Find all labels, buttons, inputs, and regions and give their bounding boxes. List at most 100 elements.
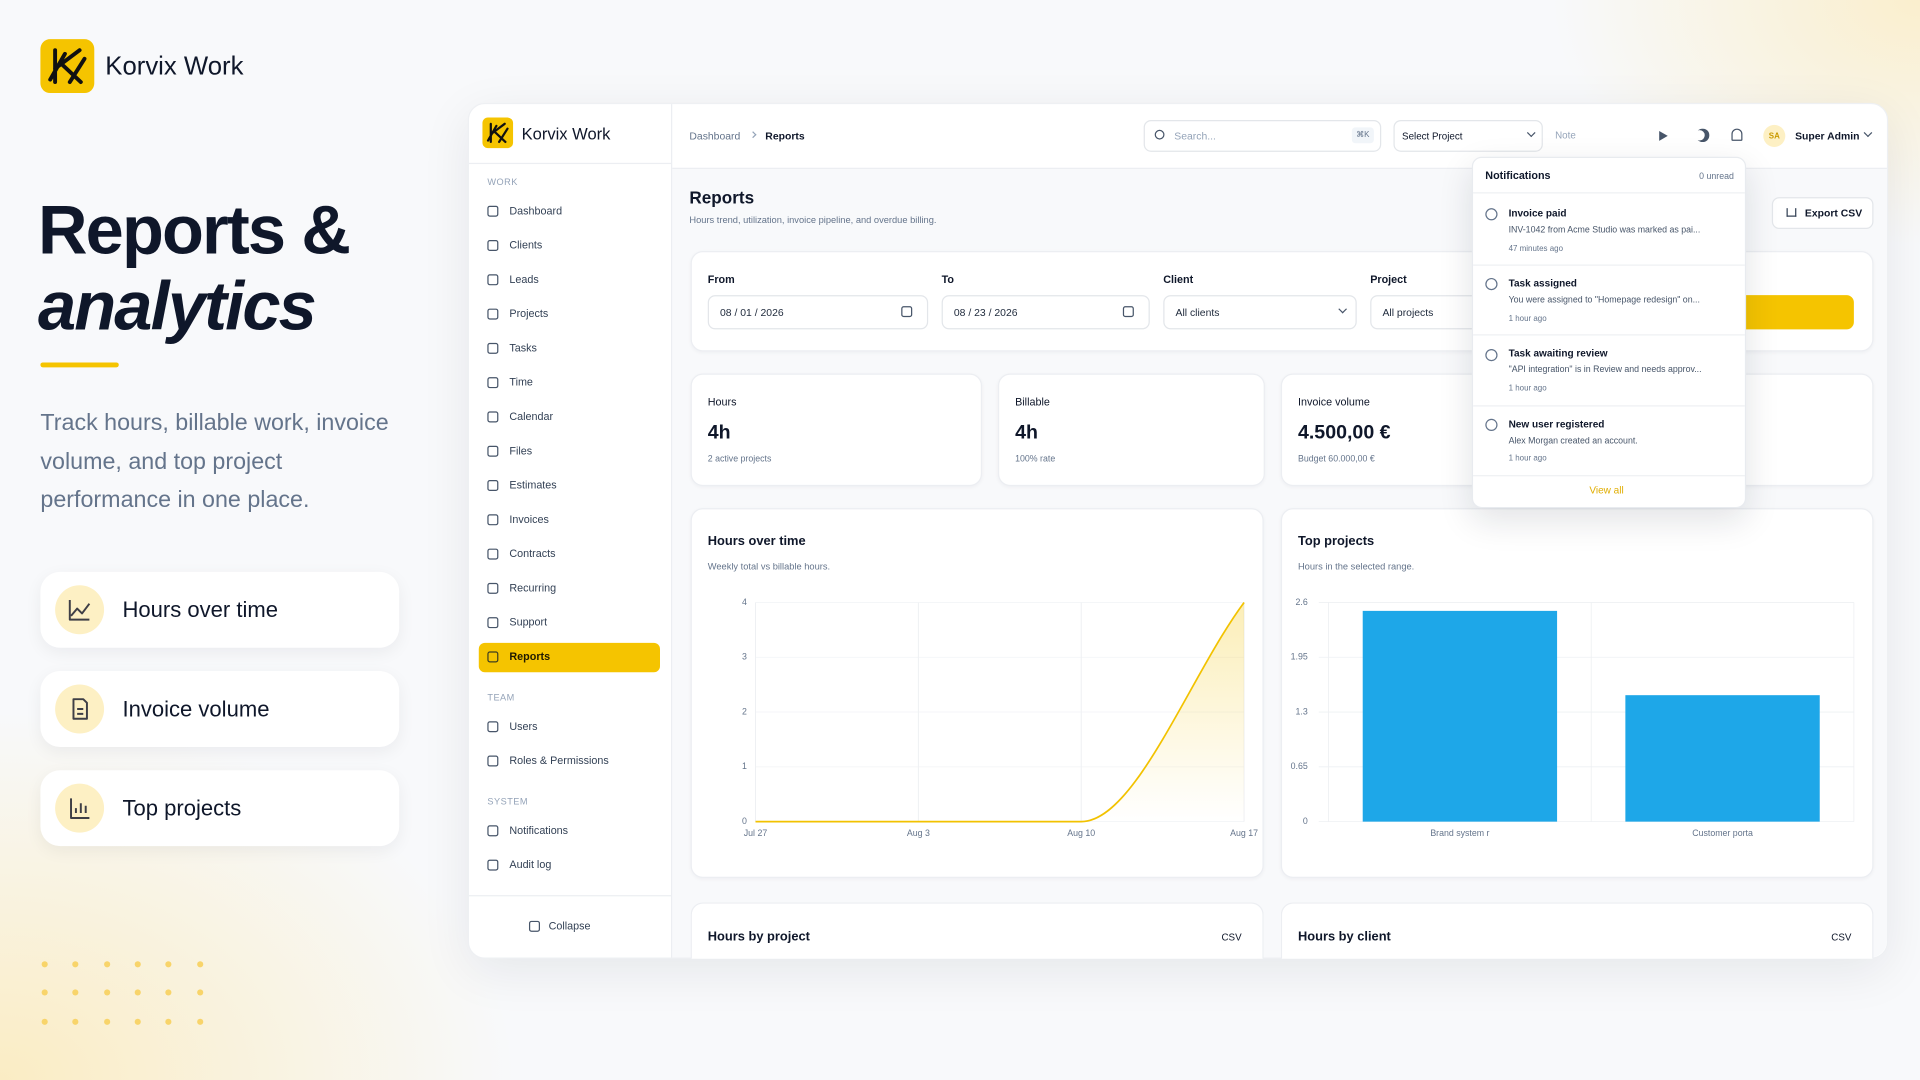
topbar-divider — [672, 167, 1887, 169]
breadcrumb-sep: Reports — [765, 129, 805, 142]
table-card — [1280, 902, 1874, 959]
notifications-panel — [1471, 156, 1747, 509]
dot — [134, 989, 141, 996]
nav-icon — [487, 582, 499, 594]
note: Note — [1555, 129, 1576, 141]
search-icon — [1154, 129, 1165, 140]
filter-value: 08 / 23 / 2026 — [953, 305, 1018, 318]
stat-value: 4h — [1015, 422, 1038, 444]
y-tick-label: 1 — [742, 761, 747, 771]
nav-item[interactable]: Files — [509, 444, 533, 457]
search-placeholder: Search... — [1174, 129, 1216, 142]
filter-label: To — [941, 273, 955, 286]
nav-item[interactable]: Notifications — [509, 824, 569, 837]
y-tick-label: 2 — [742, 706, 747, 716]
nav-item[interactable]: Leads — [509, 273, 539, 286]
nav-item[interactable]: Roles & Permissions — [509, 754, 609, 767]
dot — [103, 1018, 110, 1025]
nav-icon — [487, 859, 499, 871]
shortcut: ⌘K — [1356, 131, 1370, 140]
x-tick-label: Customer porta — [1692, 828, 1753, 838]
project-select[interactable] — [1393, 120, 1543, 152]
dot — [196, 989, 203, 996]
csv-link[interactable]: CSV — [1221, 931, 1242, 943]
nav-item[interactable]: Users — [509, 720, 538, 733]
filter-value: All clients — [1175, 305, 1220, 318]
notification-title[interactable]: Task assigned — [1508, 278, 1577, 290]
page-title: Reports — [689, 187, 755, 207]
y-tick-label: 1.3 — [1296, 706, 1308, 716]
export-label[interactable]: Export CSV — [1804, 206, 1863, 219]
nav-icon — [487, 377, 499, 389]
nav-icon — [487, 721, 499, 733]
notifications-count: 0 unread — [1699, 169, 1734, 181]
collapse[interactable]: Collapse — [548, 919, 591, 933]
notification-time: 1 hour ago — [1508, 314, 1547, 324]
notification-icon — [1485, 208, 1498, 221]
y-tick-label: 0 — [742, 816, 747, 826]
dot — [165, 961, 172, 968]
section-label: WORK — [487, 175, 518, 187]
sidebar-brand: Korvix Work — [521, 124, 611, 143]
notifications-divider — [1473, 192, 1745, 194]
dot — [72, 989, 79, 996]
stat-note: 100% rate — [1015, 452, 1056, 464]
icon — [72, 698, 88, 720]
icon — [68, 600, 91, 621]
nav-item[interactable]: Projects — [509, 307, 549, 320]
view-all[interactable]: View all — [1589, 484, 1624, 496]
dot — [41, 1018, 48, 1025]
nav-icon — [487, 617, 499, 629]
nav-icon — [487, 240, 499, 252]
nav-item[interactable]: Calendar — [509, 410, 554, 423]
title-underline — [40, 362, 119, 368]
notification-divider — [1473, 334, 1745, 336]
x-tick-label: Jul 27 — [744, 828, 768, 838]
hero-brand: Korvix Work — [105, 52, 244, 81]
nav-item[interactable]: Audit log — [509, 858, 552, 871]
notification-title[interactable]: Task awaiting review — [1508, 348, 1608, 360]
csv-link[interactable]: CSV — [1831, 931, 1852, 943]
nav-item[interactable]: Time — [509, 376, 533, 389]
nav-item[interactable]: Contracts — [509, 547, 556, 560]
hero-title-italic: analytics — [37, 266, 317, 345]
feature-label: Hours over time — [122, 597, 279, 623]
filter-input[interactable] — [941, 295, 1150, 330]
y-tick-label: 3 — [742, 652, 747, 662]
dot — [103, 961, 110, 968]
filter-label: From — [707, 273, 735, 286]
nav-item[interactable]: Clients — [509, 239, 543, 252]
dot — [72, 961, 79, 968]
bar — [1362, 610, 1558, 822]
chart-title: Hours over time — [707, 533, 806, 548]
nav-item[interactable]: Tasks — [509, 341, 537, 355]
dot — [165, 1018, 172, 1025]
nav-item[interactable]: Recurring — [509, 581, 557, 595]
notification-title[interactable]: New user registered — [1508, 418, 1605, 430]
nav-item[interactable]: Invoices — [509, 513, 549, 526]
nav-item[interactable]: Estimates — [509, 479, 557, 492]
nav-item[interactable]: Reports — [509, 650, 551, 663]
notification-icon — [1485, 278, 1498, 291]
export-icon — [1786, 208, 1797, 217]
filter-input[interactable] — [707, 295, 929, 330]
notification-title[interactable]: Invoice paid — [1508, 207, 1567, 219]
y-tick-label: 2.6 — [1296, 597, 1308, 607]
nav-icon — [487, 514, 499, 526]
dot — [134, 961, 141, 968]
search-box[interactable] — [1143, 120, 1382, 152]
filter-value: All projects — [1382, 305, 1434, 318]
notification-divider — [1473, 474, 1745, 477]
logo-mark — [486, 122, 509, 144]
filter-input[interactable] — [1163, 295, 1357, 330]
export-button[interactable] — [1771, 197, 1874, 229]
collapse-icon — [528, 920, 541, 932]
table-card-title: Hours by project — [707, 928, 810, 944]
stat-card — [997, 373, 1265, 487]
nav-item[interactable]: Dashboard — [509, 204, 563, 217]
line-area — [755, 602, 1245, 822]
nav-item[interactable]: Support — [509, 616, 548, 629]
table-card-title: Hours by client — [1297, 928, 1391, 944]
feature-icon — [55, 684, 105, 734]
